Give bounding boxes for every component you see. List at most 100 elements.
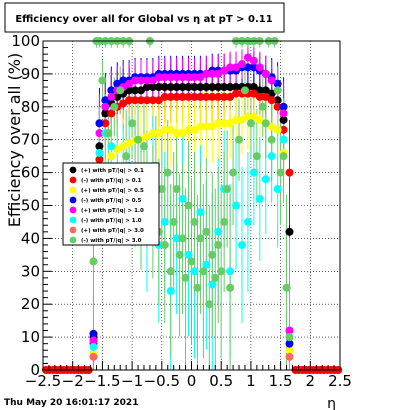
data-point <box>125 79 134 88</box>
data-point <box>226 63 235 72</box>
data-point <box>208 69 217 78</box>
legend-box <box>62 162 160 246</box>
data-point <box>184 73 193 82</box>
data-point <box>101 119 110 128</box>
data-point <box>226 267 235 276</box>
y-tick-label: 70 <box>21 131 40 149</box>
data-point <box>285 339 294 348</box>
legend-entry: (+) with pT/|q| > 1.0 <box>81 208 144 214</box>
data-point <box>172 129 181 138</box>
x-tick-label: −1.5 <box>84 372 120 390</box>
data-point <box>166 287 175 296</box>
data-point <box>267 135 276 144</box>
y-tick-label: 0 <box>30 361 40 379</box>
data-marks <box>41 37 343 374</box>
y-tick-label: 100 <box>11 32 40 50</box>
data-point <box>181 273 190 282</box>
data-point <box>89 336 98 345</box>
data-point <box>202 69 211 78</box>
y-tick-label: 80 <box>21 98 40 116</box>
x-tick-label: −2 <box>62 372 84 390</box>
data-point <box>214 83 223 92</box>
data-point <box>107 152 116 161</box>
x-tick-label: 0 <box>187 372 197 390</box>
data-point <box>285 346 294 355</box>
data-point <box>107 92 116 101</box>
data-point <box>267 152 276 161</box>
data-point <box>166 267 175 276</box>
data-point <box>134 135 143 144</box>
plot-frame <box>42 40 341 371</box>
x-tick-label: −1 <box>121 372 143 390</box>
y-ticks: 0 10 20 30 40 50 60 70 80 90 100 <box>11 32 52 379</box>
data-point <box>163 168 172 177</box>
data-point <box>95 142 104 151</box>
data-point <box>273 125 282 134</box>
y-tick-label: 40 <box>21 229 40 247</box>
data-point <box>205 300 214 309</box>
data-point <box>95 148 104 157</box>
series-2 <box>89 89 294 348</box>
data-point <box>148 129 157 138</box>
data-point <box>148 76 157 85</box>
data-point <box>214 119 223 128</box>
data-point <box>172 83 181 92</box>
data-point <box>139 142 148 151</box>
data-point <box>208 122 217 131</box>
data-point <box>190 217 199 226</box>
data-point <box>89 257 98 266</box>
data-point <box>89 342 98 351</box>
data-point <box>249 63 258 72</box>
y-axis-label: Efficiency over all (%) <box>5 53 24 227</box>
x-tick-label: −2.5 <box>25 372 61 390</box>
data-point <box>178 129 187 138</box>
legend-entry: (-) with pT/|q| > 3.0 <box>81 238 142 244</box>
data-point <box>211 273 220 282</box>
data-point <box>184 92 193 101</box>
data-point <box>273 86 282 95</box>
legend-marker <box>69 166 77 174</box>
data-point <box>202 122 211 131</box>
data-point <box>196 73 205 82</box>
data-point <box>119 99 128 108</box>
data-point <box>237 240 246 249</box>
data-point <box>208 92 217 101</box>
legend-entry: (-) with pT/|q| > 1.0 <box>81 218 142 224</box>
data-point <box>261 119 270 128</box>
data-point <box>199 267 208 276</box>
data-point <box>116 86 125 95</box>
data-point <box>279 135 288 144</box>
data-point <box>258 102 267 111</box>
legend-entry: (+) with pT/|q| > 0.1 <box>81 168 144 174</box>
legend-marker <box>69 196 77 204</box>
data-point <box>267 96 276 105</box>
data-point <box>202 227 211 236</box>
data-point <box>131 86 140 95</box>
data-point <box>190 125 199 134</box>
data-point <box>137 96 146 105</box>
data-point <box>148 96 157 105</box>
data-point <box>279 152 288 161</box>
data-point <box>208 280 217 289</box>
data-point <box>166 73 175 82</box>
data-point <box>95 129 104 138</box>
legend-marker <box>69 206 77 214</box>
data-point <box>125 86 134 95</box>
data-point <box>220 66 229 75</box>
legend-entry: (+) with pT/|q| > 0.5 <box>81 188 144 194</box>
data-point <box>160 217 169 226</box>
data-point <box>160 240 169 249</box>
data-point <box>184 83 193 92</box>
data-point <box>220 119 229 128</box>
data-point <box>285 333 294 342</box>
data-point <box>237 115 246 124</box>
series-7 <box>89 352 294 361</box>
data-point <box>190 92 199 101</box>
data-point <box>148 83 157 92</box>
data-point <box>128 119 137 128</box>
data-point <box>255 92 264 101</box>
data-point <box>89 352 98 361</box>
data-point <box>142 96 151 105</box>
data-point <box>226 119 235 128</box>
